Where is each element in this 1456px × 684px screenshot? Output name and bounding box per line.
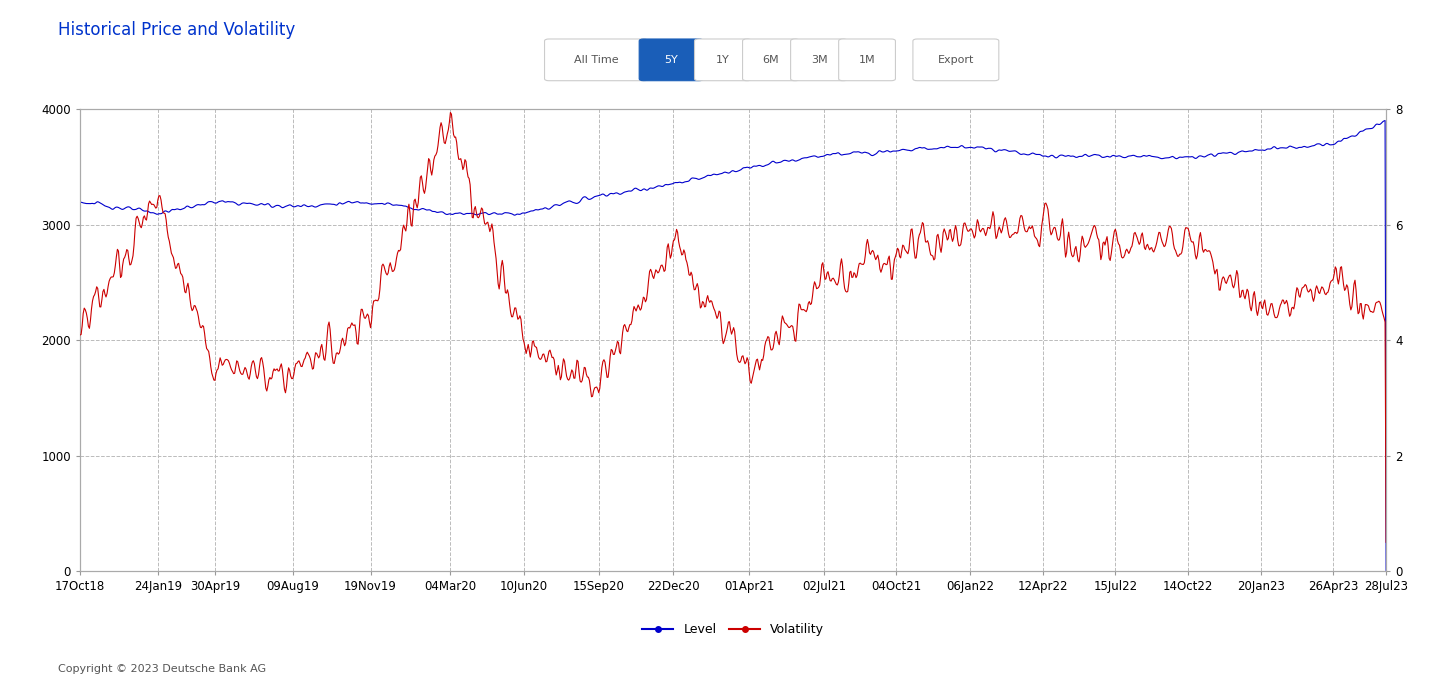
Text: Export: Export — [938, 55, 974, 65]
Text: 5Y: 5Y — [664, 55, 678, 65]
Text: 1M: 1M — [859, 55, 875, 65]
Text: All Time: All Time — [574, 55, 619, 65]
Text: 3M: 3M — [811, 55, 827, 65]
Legend: Level, Volatility: Level, Volatility — [638, 618, 828, 641]
Text: 6M: 6M — [763, 55, 779, 65]
Text: Copyright © 2023 Deutsche Bank AG: Copyright © 2023 Deutsche Bank AG — [58, 663, 266, 674]
Text: 1Y: 1Y — [716, 55, 729, 65]
Text: Historical Price and Volatility: Historical Price and Volatility — [58, 21, 296, 38]
